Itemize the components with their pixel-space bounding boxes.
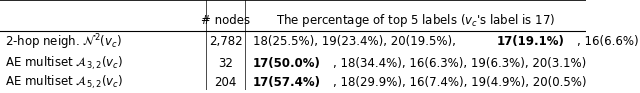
Text: The percentage of top 5 labels ($v_c$'s label is 17): The percentage of top 5 labels ($v_c$'s … bbox=[276, 12, 555, 29]
Text: , 16(6.6%): , 16(6.6%) bbox=[577, 35, 639, 48]
Text: AE multiset $\mathcal{A}_{5,2}(v_c)$: AE multiset $\mathcal{A}_{5,2}(v_c)$ bbox=[6, 74, 124, 91]
Text: 2,782: 2,782 bbox=[209, 35, 243, 48]
Text: 32: 32 bbox=[218, 57, 233, 70]
Text: , 18(29.9%), 16(7.4%), 19(4.9%), 20(0.5%): , 18(29.9%), 16(7.4%), 19(4.9%), 20(0.5%… bbox=[333, 76, 586, 89]
Text: 17(57.4%): 17(57.4%) bbox=[253, 76, 321, 89]
Text: 204: 204 bbox=[214, 76, 237, 89]
Text: 17(50.0%): 17(50.0%) bbox=[253, 57, 321, 70]
Text: 2-hop neigh. $\mathcal{N}^2(v_c)$: 2-hop neigh. $\mathcal{N}^2(v_c)$ bbox=[6, 32, 122, 52]
Text: 17(19.1%): 17(19.1%) bbox=[497, 35, 564, 48]
Text: 18(25.5%), 19(23.4%), 20(19.5%),: 18(25.5%), 19(23.4%), 20(19.5%), bbox=[253, 35, 460, 48]
Text: # nodes: # nodes bbox=[201, 14, 250, 27]
Text: AE multiset $\mathcal{A}_{3,2}(v_c)$: AE multiset $\mathcal{A}_{3,2}(v_c)$ bbox=[6, 54, 124, 72]
Text: , 18(34.4%), 16(6.3%), 19(6.3%), 20(3.1%): , 18(34.4%), 16(6.3%), 19(6.3%), 20(3.1%… bbox=[333, 57, 586, 70]
